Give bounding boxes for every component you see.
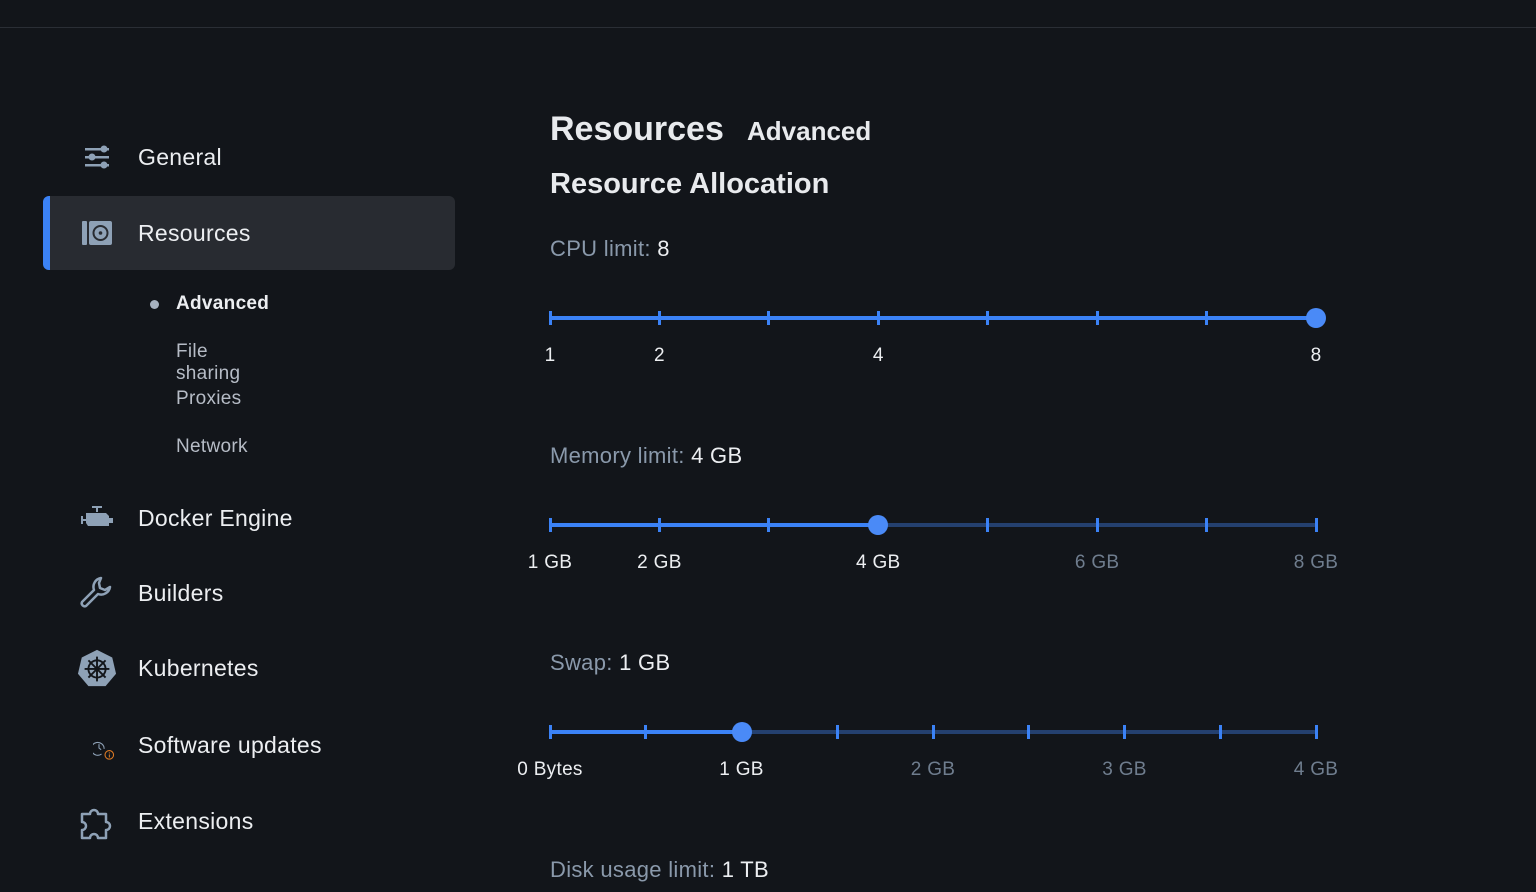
slider-tick [1314,518,1318,532]
slider-tick-label: 4 GB [856,552,901,573]
cpu-slider[interactable]: 1 2 4 8 [545,303,1326,366]
slider-tick [1218,725,1222,739]
slider-tick-label: 1 GB [719,759,764,780]
slider-tick [1095,518,1099,532]
label-value: 8 [657,236,670,261]
slider-tick-label: 1 [544,345,556,366]
sidebar-item-kubernetes[interactable]: Kubernetes [43,631,455,705]
label-key: Memory limit: [550,443,685,468]
label-key: Disk usage limit: [550,857,716,882]
sliders-icon [77,137,117,177]
slider-tick-label: 4 [872,345,884,366]
sidebar-item-general[interactable]: General [43,120,455,194]
slider-tick-label: 2 GB [910,759,956,780]
memory-limit-label: Memory limit: 4 GB [550,443,742,469]
slider-tick-label: 2 [653,345,665,366]
slider-tick [767,518,771,532]
sidebar-item-label: Resources [138,219,251,246]
sidebar-subitem-advanced[interactable]: Advanced [176,293,270,314]
slider-tick [1205,518,1209,532]
sidebar-item-software-updates[interactable]: Software updates [43,708,455,782]
page-title: Resources [550,110,724,148]
sidebar-subitem-proxies[interactable]: Proxies [176,388,242,409]
slider-thumb[interactable] [1306,308,1326,328]
slider-tick-label: 6 GB [1074,552,1120,573]
slider-fill [550,316,1316,320]
title-bar [0,0,1536,28]
label-value: 1 TB [721,857,769,882]
slider-tick [931,725,935,739]
sidebar-item-extensions[interactable]: Extensions [43,784,455,858]
slider-tick [1123,725,1126,739]
slider-tick [644,725,648,739]
slider-tick [1027,725,1031,739]
sidebar-item-label: Kubernetes [138,654,259,681]
slider-tick [986,311,990,325]
slider-tick [657,311,661,325]
kubernetes-icon [77,648,117,688]
sidebar-item-label: Software updates [138,731,322,758]
slider-tick [548,311,552,325]
slider-track[interactable] [550,523,1316,527]
slider-tick-label: 1 GB [527,552,573,573]
resources-icon [77,213,117,253]
memory-slider[interactable]: 1 GB 2 GB 4 GB 6 GB 8 GB [528,510,1338,573]
slider-tick [1205,311,1209,325]
slider-tick [835,725,839,739]
slider-tick [767,311,771,325]
label-value: 1 GB [619,650,671,675]
slider-fill [550,523,879,527]
slider-thumb[interactable] [868,515,889,535]
page-subtitle: Advanced [747,116,872,146]
sidebar-subitem-network[interactable]: Network [176,436,248,457]
disk-limit-label: Disk usage limit: 1 TB [550,857,769,883]
engine-icon [77,498,117,538]
slider-tick [986,518,990,532]
slider-tick [657,518,661,532]
sidebar-item-builders[interactable]: Builders [43,556,455,630]
sidebar-subitem-file-sharing[interactable]: File sharing [176,341,241,384]
sidebar-item-docker-engine[interactable]: Docker Engine [43,481,455,555]
slider-tick-label: 4 GB [1293,759,1339,780]
slider-tick-label: 3 GB [1102,759,1147,780]
cpu-limit-label: CPU limit: 8 [550,236,670,262]
swap-slider[interactable]: 0 Bytes 1 GB 2 GB 3 GB 4 GB [517,717,1338,780]
slider-thumb[interactable] [731,722,752,742]
slider-tick-label: 0 Bytes [517,759,583,780]
slider-tick-label: 8 GB [1293,552,1339,573]
sidebar-item-label: Builders [138,579,224,606]
slider-tick [876,311,880,325]
label-key: Swap: [550,650,613,675]
slider-tick-label: 8 [1310,345,1322,366]
label-key: CPU limit: [550,236,651,261]
wrench-icon [77,573,117,613]
active-bullet-icon [150,300,159,309]
sidebar-item-label: Extensions [138,807,254,834]
puzzle-icon [77,801,117,841]
sidebar-item-label: Docker Engine [138,504,293,531]
swap-label: Swap: 1 GB [550,650,670,676]
slider-tick [1095,311,1099,325]
slider-tick-label: 2 GB [637,552,682,573]
slider-tick [1314,725,1318,739]
sidebar-item-label: General [138,143,222,170]
slider-tick [548,518,552,532]
slider-tick [548,725,552,739]
sidebar-item-resources[interactable]: Resources [43,196,455,270]
clock-update-icon [77,725,117,765]
label-value: 4 GB [691,443,743,468]
section-title: Resource Allocation [550,168,830,200]
